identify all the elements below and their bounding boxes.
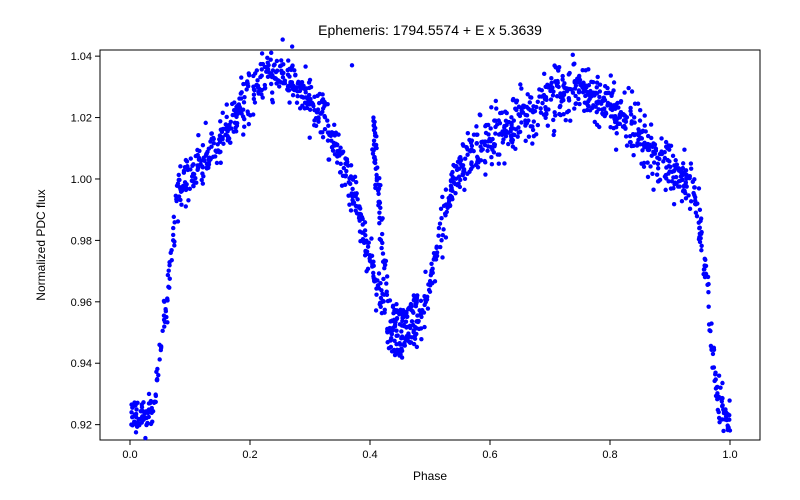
x-tick-label: 1.0 xyxy=(722,449,737,461)
phased-lightcurve-chart: 0.0 0.2 0.4 0.6 0.8 1.0 0.92 0.94 0.96 0.98 1.00 1.… xyxy=(0,0,800,500)
plot-frame xyxy=(100,50,760,440)
y-tick-label: 1.04 xyxy=(71,51,92,63)
y-tick-label: 1.00 xyxy=(71,174,92,186)
y-tick-label: 0.92 xyxy=(71,420,92,432)
x-axis-label: Phase xyxy=(413,469,447,483)
x-tick-label: 0.4 xyxy=(362,449,377,461)
y-tick-label: 0.94 xyxy=(71,358,92,370)
x-tick-label: 0.6 xyxy=(482,449,497,461)
x-tick-label: 0.0 xyxy=(122,449,137,461)
y-tick-label: 0.98 xyxy=(71,235,92,247)
chart-container: 0.0 0.2 0.4 0.6 0.8 1.0 0.92 0.94 0.96 0.98 1.00 1.… xyxy=(0,0,800,500)
y-tick-label: 1.02 xyxy=(71,113,92,125)
x-tick-label: 0.2 xyxy=(242,449,257,461)
chart-title: Ephemeris: 1794.5574 + E x 5.3639 xyxy=(318,22,542,38)
y-axis-label: Normalized PDC flux xyxy=(34,189,48,300)
y-tick-label: 0.96 xyxy=(71,297,92,309)
x-tick-label: 0.8 xyxy=(602,449,617,461)
